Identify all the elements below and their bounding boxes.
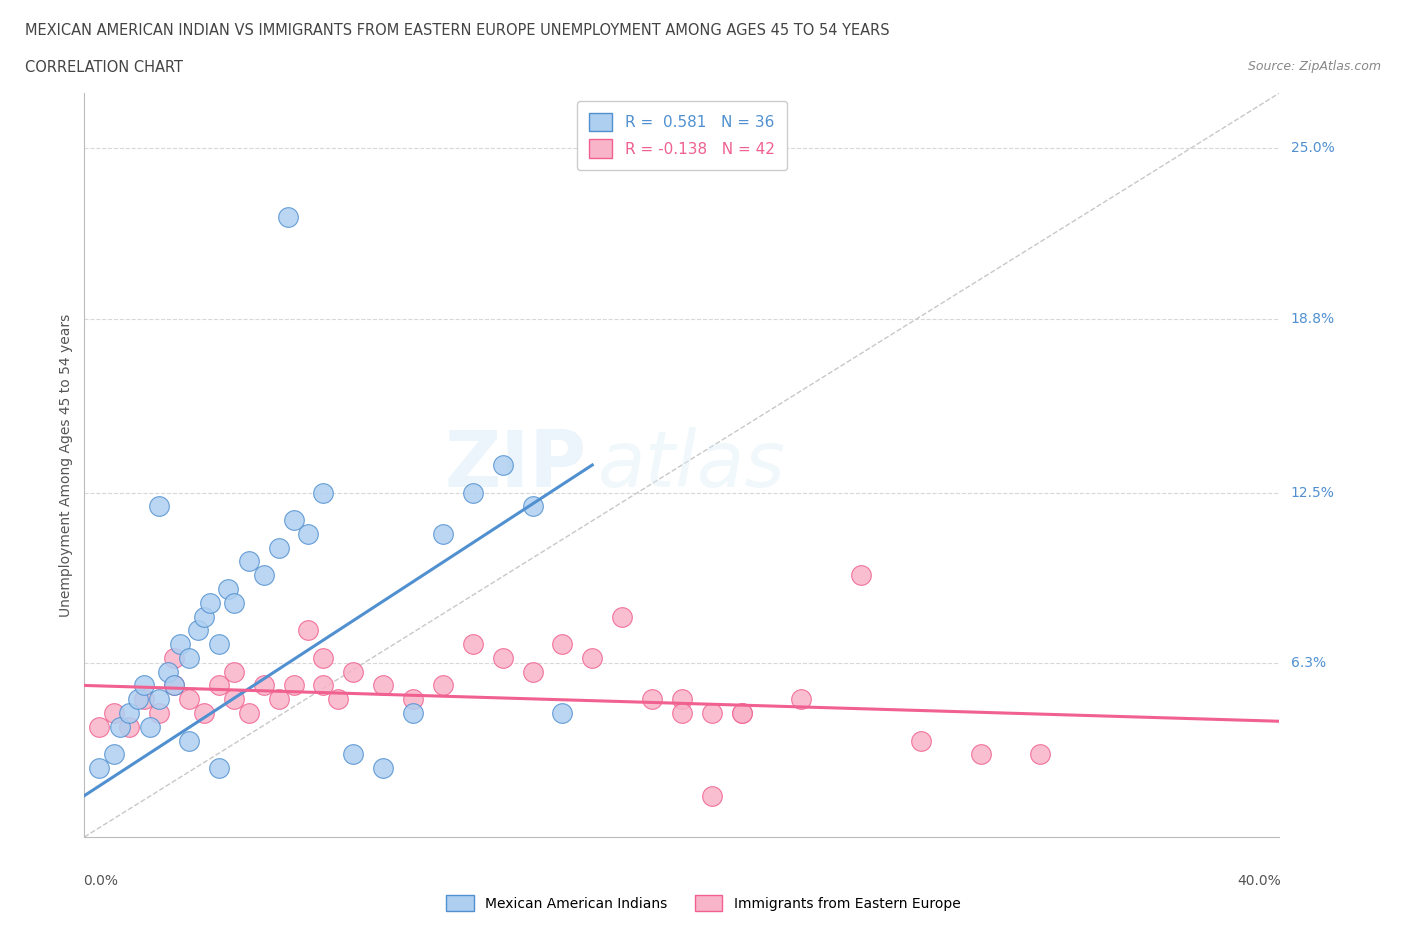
Text: 0.0%: 0.0%: [83, 874, 118, 888]
Point: [700, 706, 723, 721]
Point: [208, 761, 231, 776]
Point: [253, 568, 276, 583]
Point: [297, 623, 319, 638]
Point: [267, 540, 290, 555]
Text: 6.3%: 6.3%: [1291, 657, 1326, 671]
Point: [551, 637, 574, 652]
Point: [103, 747, 125, 762]
Point: [148, 498, 170, 513]
Point: [700, 789, 723, 804]
Point: [148, 692, 170, 707]
Text: 12.5%: 12.5%: [1291, 485, 1334, 499]
Point: [208, 678, 231, 693]
Point: [731, 706, 754, 721]
Point: [139, 719, 162, 734]
Point: [492, 650, 515, 665]
Point: [267, 692, 290, 707]
Text: CORRELATION CHART: CORRELATION CHART: [25, 60, 183, 75]
Text: 40.0%: 40.0%: [1237, 874, 1281, 888]
Point: [169, 637, 191, 652]
Point: [163, 678, 186, 693]
Point: [238, 554, 260, 569]
Point: [283, 512, 305, 527]
Point: [1029, 747, 1052, 762]
Point: [432, 526, 454, 541]
Point: [148, 706, 170, 721]
Point: [110, 719, 132, 734]
Point: [187, 623, 209, 638]
Point: [89, 719, 111, 734]
Point: [118, 706, 141, 721]
Point: [492, 458, 515, 472]
Point: [163, 678, 186, 693]
Legend: R =  0.581   N = 36, R = -0.138   N = 42: R = 0.581 N = 36, R = -0.138 N = 42: [578, 100, 786, 170]
Point: [342, 664, 364, 679]
Point: [297, 526, 319, 541]
Point: [163, 650, 186, 665]
Point: [551, 706, 574, 721]
Text: atlas: atlas: [599, 427, 786, 503]
Point: [103, 706, 125, 721]
Point: [849, 568, 872, 583]
Point: [461, 637, 484, 652]
Point: [208, 637, 231, 652]
Point: [193, 706, 215, 721]
Point: [312, 650, 335, 665]
Point: [790, 692, 813, 707]
Point: [970, 747, 993, 762]
Point: [198, 595, 221, 610]
Point: [731, 706, 754, 721]
Point: [641, 692, 664, 707]
Point: [371, 761, 394, 776]
Y-axis label: Unemployment Among Ages 45 to 54 years: Unemployment Among Ages 45 to 54 years: [59, 313, 73, 617]
Point: [157, 664, 180, 679]
Point: [132, 692, 156, 707]
Point: [328, 692, 350, 707]
Point: [253, 678, 276, 693]
Point: [118, 719, 141, 734]
Point: [522, 498, 544, 513]
Point: [312, 485, 335, 500]
Point: [238, 706, 260, 721]
Text: MEXICAN AMERICAN INDIAN VS IMMIGRANTS FROM EASTERN EUROPE UNEMPLOYMENT AMONG AGE: MEXICAN AMERICAN INDIAN VS IMMIGRANTS FR…: [25, 23, 890, 38]
Point: [222, 664, 245, 679]
Point: [461, 485, 484, 500]
Point: [671, 706, 693, 721]
Point: [132, 678, 156, 693]
Point: [222, 595, 245, 610]
Point: [432, 678, 454, 693]
Point: [222, 692, 245, 707]
Point: [283, 678, 305, 693]
Point: [581, 650, 603, 665]
Point: [910, 733, 932, 748]
Point: [312, 678, 335, 693]
Legend: Mexican American Indians, Immigrants from Eastern Europe: Mexican American Indians, Immigrants fro…: [439, 887, 967, 919]
Point: [217, 581, 239, 596]
Point: [342, 747, 364, 762]
Text: ZIP: ZIP: [444, 427, 586, 503]
Point: [177, 733, 200, 748]
Text: 25.0%: 25.0%: [1291, 141, 1334, 155]
Point: [671, 692, 693, 707]
Point: [276, 209, 298, 224]
Point: [89, 761, 111, 776]
Point: [402, 692, 425, 707]
Point: [127, 692, 149, 707]
Text: 18.8%: 18.8%: [1291, 312, 1334, 326]
Point: [610, 609, 633, 624]
Text: Source: ZipAtlas.com: Source: ZipAtlas.com: [1247, 60, 1381, 73]
Point: [177, 692, 200, 707]
Point: [177, 650, 200, 665]
Point: [402, 706, 425, 721]
Point: [371, 678, 394, 693]
Point: [522, 664, 544, 679]
Point: [193, 609, 215, 624]
